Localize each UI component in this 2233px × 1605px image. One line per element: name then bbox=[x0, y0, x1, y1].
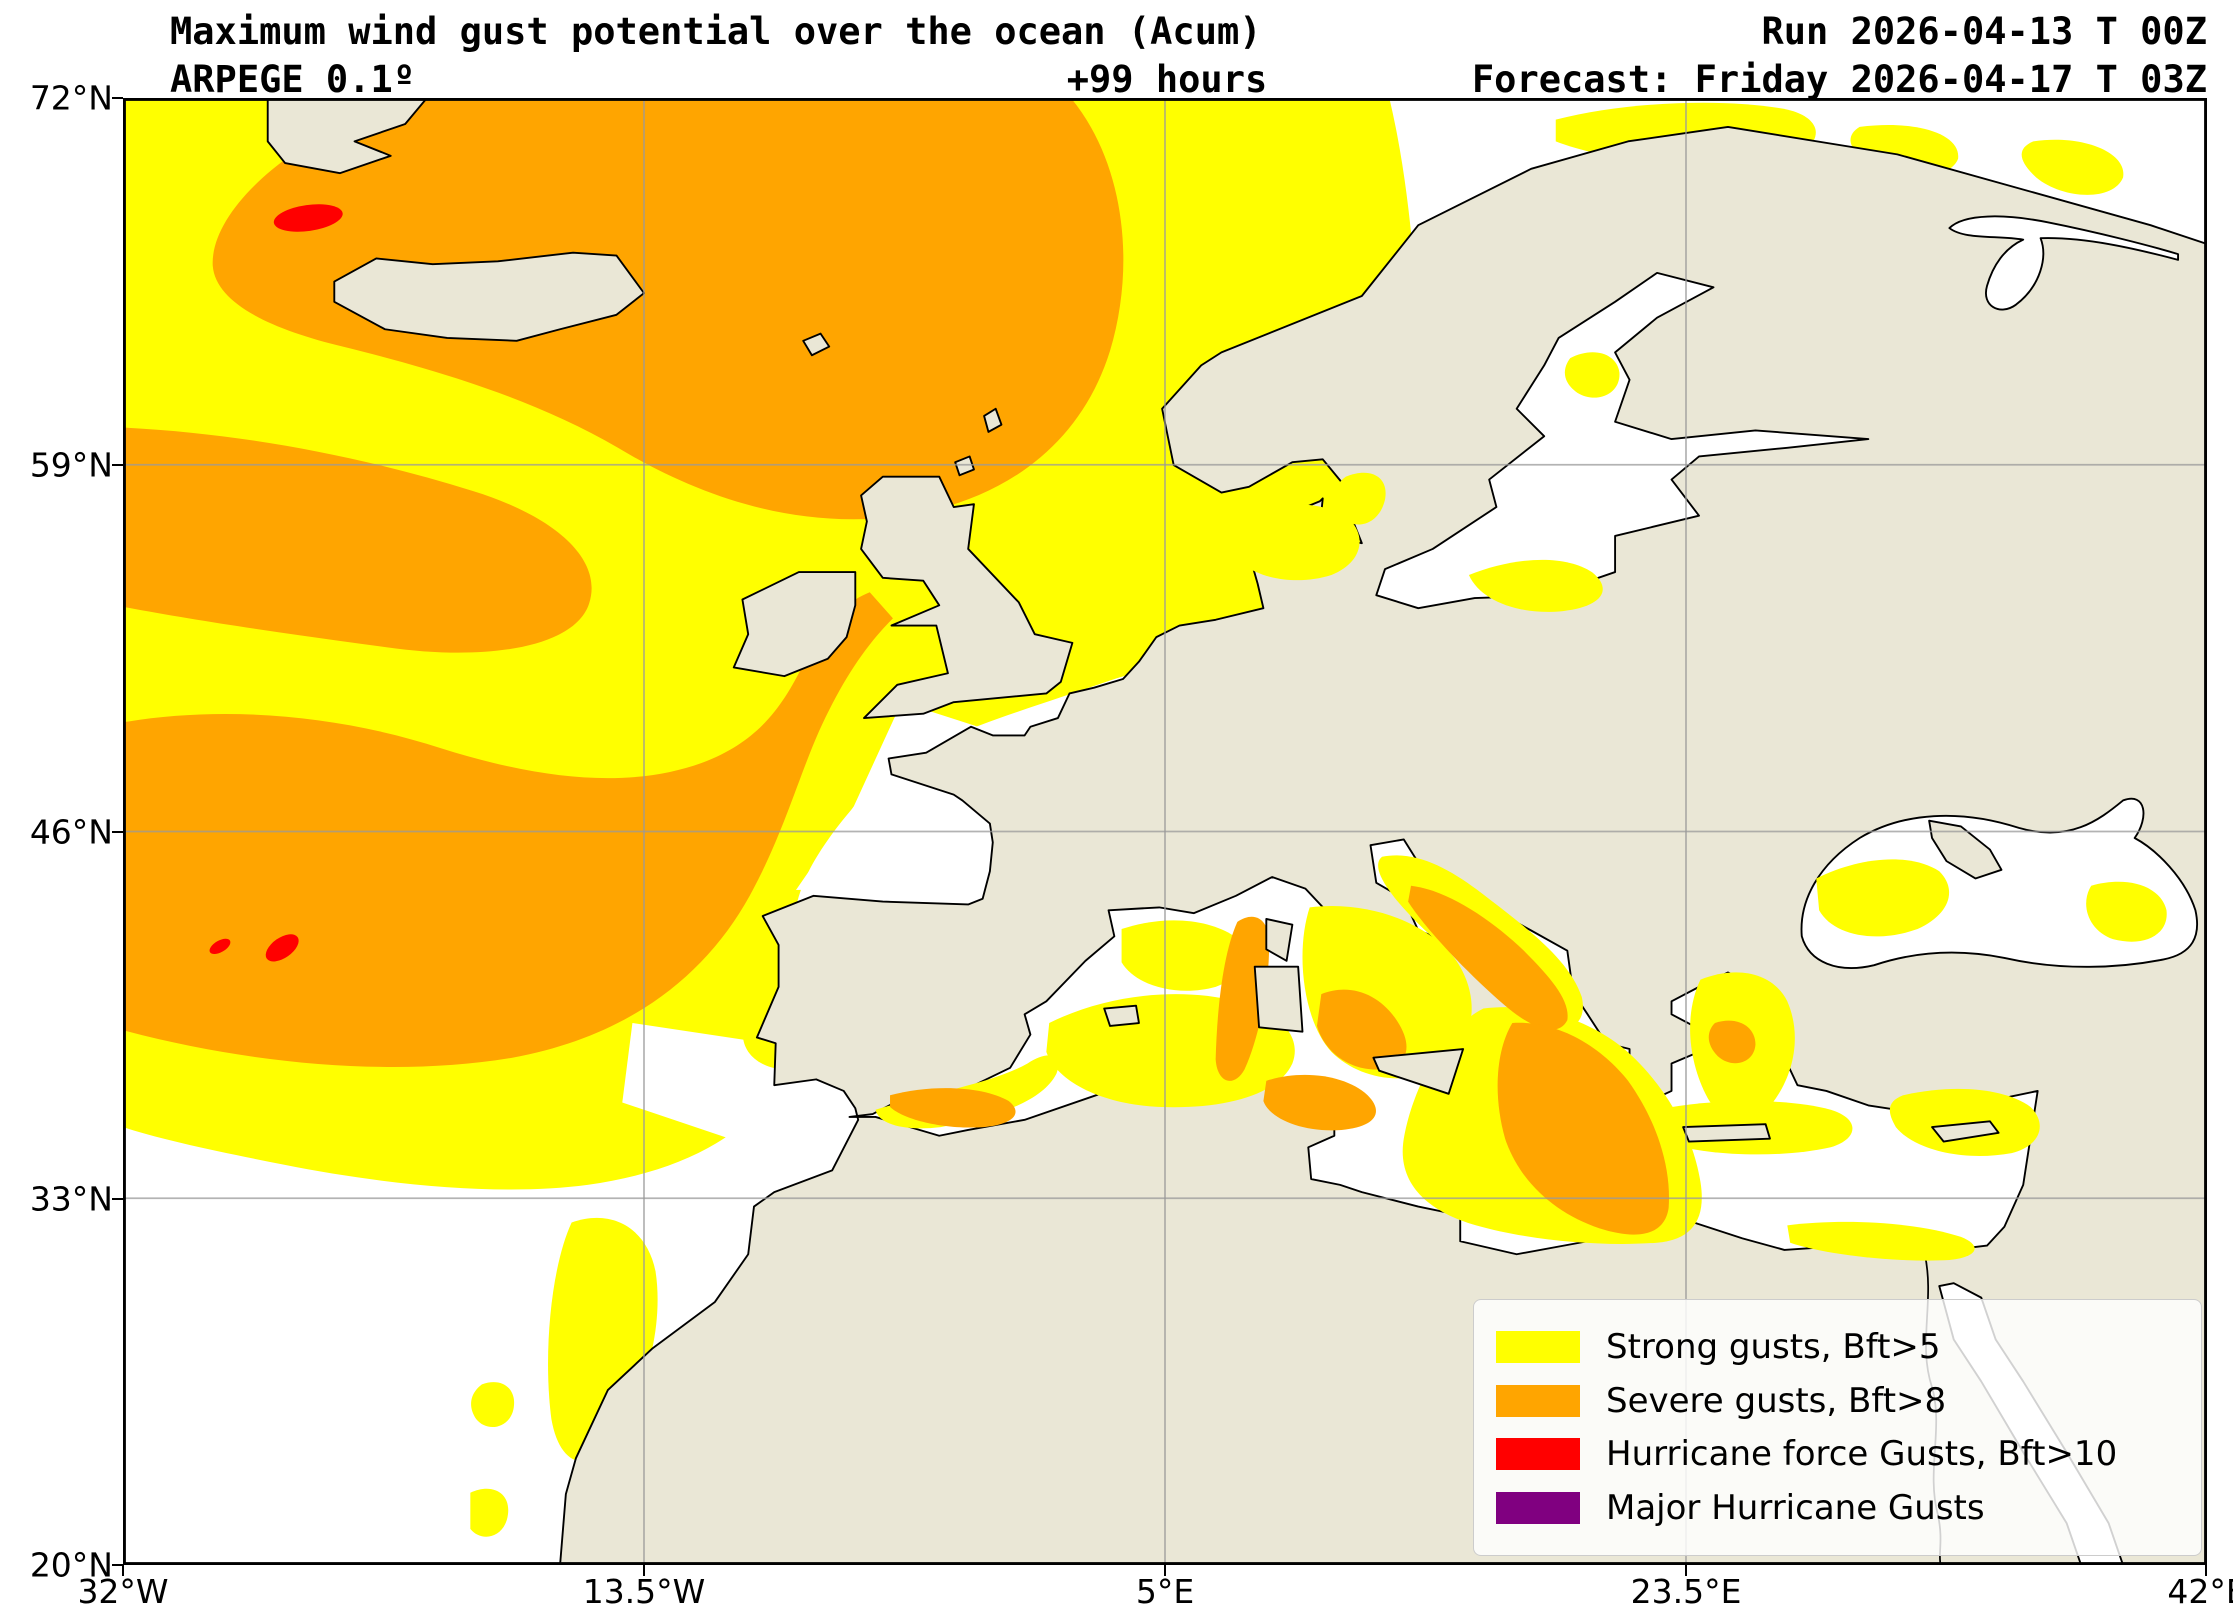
axis-tick-lon bbox=[122, 1565, 124, 1576]
axis-tick-lat bbox=[112, 1564, 123, 1566]
gust-ionian-severe bbox=[1497, 1022, 1669, 1235]
landmass-greenland-tip bbox=[266, 98, 428, 175]
gust-skagerrak-strong bbox=[1237, 504, 1360, 581]
island-sardinia bbox=[1253, 965, 1304, 1033]
lat-tick-59n: 59°N bbox=[29, 445, 113, 485]
legend-item-hurricane-gusts: Hurricane force Gusts, Bft>10 bbox=[1496, 1437, 2179, 1471]
gust-lion-strong bbox=[1121, 920, 1244, 991]
island-mallorca bbox=[1103, 1004, 1140, 1027]
landmass-ireland bbox=[732, 571, 857, 678]
lon-tick-42e: 42°E bbox=[2167, 1572, 2233, 1605]
gust-blacksea-west-strong bbox=[1816, 859, 1950, 937]
axis-tick-lat bbox=[112, 464, 123, 466]
gust-sardinia-west-severe bbox=[1215, 916, 1270, 1081]
gust-region-hurricane-south-2 bbox=[265, 934, 299, 962]
landmass-great-britain bbox=[860, 475, 1074, 719]
legend-label-severe: Severe gusts, Bft>8 bbox=[1606, 1380, 1947, 1421]
legend-swatch-hurricane bbox=[1496, 1438, 1580, 1471]
gust-region-west-severe-band bbox=[123, 427, 592, 653]
axis-tick-lon bbox=[643, 1565, 645, 1576]
run-label: Run 2026-04-13 T 00Z bbox=[1761, 10, 2207, 53]
gust-region-morocco-strong-2 bbox=[471, 1382, 515, 1428]
axis-tick-lon bbox=[1685, 1565, 1687, 1576]
gust-bothnia-strong bbox=[1564, 352, 1620, 398]
gust-region-morocco-strong-3 bbox=[470, 1488, 509, 1537]
gust-region-hurricane-north bbox=[273, 204, 343, 232]
sea-white-sea bbox=[1948, 215, 2179, 311]
island-cyprus bbox=[1931, 1120, 2000, 1143]
island-crimea bbox=[1928, 819, 2003, 880]
island-crete bbox=[1682, 1123, 1771, 1143]
axis-tick-lat bbox=[112, 97, 123, 99]
gust-layer-seas bbox=[875, 352, 2167, 1261]
gust-blacksea-east-strong bbox=[2086, 881, 2167, 942]
sea-baltic bbox=[1375, 271, 1870, 610]
gust-crete-north-severe bbox=[1708, 1020, 1756, 1064]
axis-tick-lon bbox=[2205, 1565, 2207, 1576]
axis-tick-lat bbox=[112, 1198, 123, 1200]
legend-swatch-strong bbox=[1496, 1330, 1580, 1363]
gust-kattegat-strong bbox=[1334, 472, 1386, 525]
landmass-iceland bbox=[333, 251, 645, 342]
lat-tick-20n: 20°N bbox=[29, 1545, 113, 1585]
model-label: ARPEGE 0.1º bbox=[170, 58, 416, 101]
legend-label-major-hurricane: Major Hurricane Gusts bbox=[1606, 1488, 1985, 1529]
legend-item-major-hurricane-gusts: Major Hurricane Gusts bbox=[1496, 1491, 2179, 1525]
legend-item-strong-gusts: Strong gusts, Bft>5 bbox=[1496, 1330, 2179, 1364]
lon-tick-32w: 32°W bbox=[77, 1572, 169, 1605]
map-frame bbox=[123, 98, 2207, 1565]
gust-region-south-severe bbox=[123, 592, 893, 1067]
island-layer bbox=[1103, 819, 2003, 1143]
lat-tick-72n: 72°N bbox=[29, 78, 113, 118]
lat-tick-33n: 33°N bbox=[29, 1179, 113, 1219]
gust-region-north-severe bbox=[212, 98, 1124, 520]
gust-cyprus-strong bbox=[1889, 1088, 2040, 1156]
legend-swatch-severe bbox=[1496, 1384, 1580, 1417]
lat-tick-46n: 46°N bbox=[29, 812, 113, 852]
legend-label-hurricane: Hurricane force Gusts, Bft>10 bbox=[1606, 1434, 2118, 1475]
forecast-label: Forecast: Friday 2026-04-17 T 03Z bbox=[1471, 58, 2207, 101]
gust-tyrrhenian-severe bbox=[1316, 989, 1407, 1070]
legend-label-strong: Strong gusts, Bft>5 bbox=[1606, 1326, 1941, 1367]
island-sicily bbox=[1372, 1048, 1465, 1095]
gust-algeria-coast-severe bbox=[890, 1088, 1016, 1128]
axis-tick-lon bbox=[1164, 1565, 1166, 1576]
landmass-shetland bbox=[983, 407, 1003, 433]
gust-region-hurricane-south-1 bbox=[209, 938, 231, 955]
axis-tick-lat bbox=[112, 831, 123, 833]
legend: Strong gusts, Bft>5 Severe gusts, Bft>8 … bbox=[1473, 1299, 2202, 1556]
page-title: Maximum wind gust potential over the oce… bbox=[170, 10, 1262, 53]
gust-adriatic-severe bbox=[1408, 885, 1568, 1030]
lon-tick-135w: 13.5°W bbox=[582, 1572, 706, 1605]
gust-baltic-south-strong bbox=[1468, 559, 1603, 612]
lon-tick-5e: 5°E bbox=[1135, 1572, 1195, 1605]
legend-item-severe-gusts: Severe gusts, Bft>8 bbox=[1496, 1384, 2179, 1418]
island-corsica bbox=[1265, 918, 1294, 962]
gust-egypt-coast-strong bbox=[1787, 1221, 1975, 1261]
lead-time-label: +99 hours bbox=[1066, 58, 1268, 101]
graticule-layer bbox=[123, 98, 2207, 1565]
landmass-orkney bbox=[954, 455, 975, 477]
legend-swatch-major-hurricane bbox=[1496, 1492, 1580, 1525]
lon-tick-235e: 23.5°E bbox=[1630, 1572, 1742, 1605]
gust-region-barents-strong-3 bbox=[2021, 139, 2124, 195]
landmass-faroe bbox=[802, 332, 831, 357]
gust-sicily-strait-severe bbox=[1263, 1074, 1376, 1131]
